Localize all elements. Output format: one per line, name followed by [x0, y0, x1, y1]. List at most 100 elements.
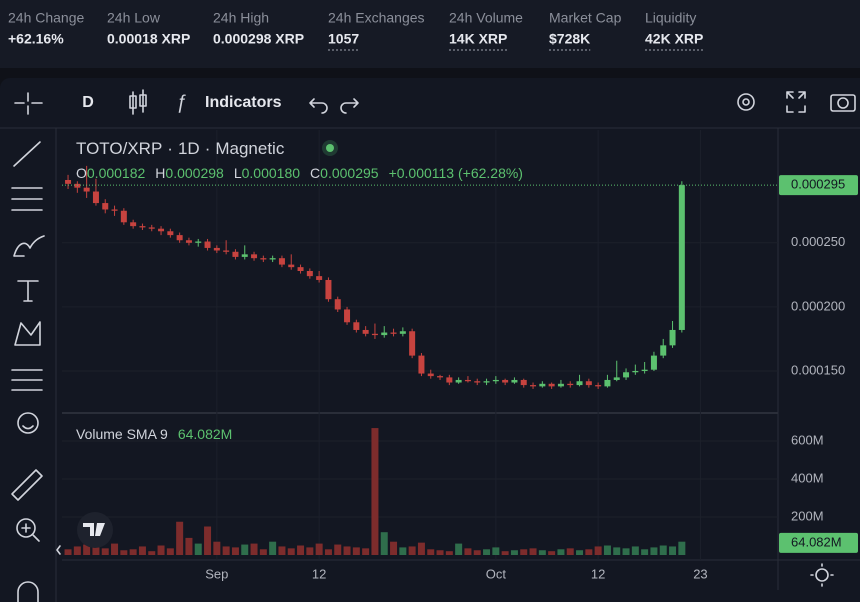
volume-bar — [566, 548, 574, 555]
y-tick-label: 0.000200 — [791, 298, 845, 313]
volume-bar — [334, 544, 342, 555]
volume-bar — [380, 532, 388, 555]
volume-legend-value: 64.082M — [178, 426, 232, 442]
forecast-tool[interactable] — [11, 369, 43, 391]
candle-body — [474, 381, 481, 383]
ohlc-key: C — [310, 165, 320, 181]
candle-body — [130, 222, 137, 227]
candle-type-button[interactable] — [129, 89, 147, 115]
magnet-tool[interactable] — [17, 581, 39, 602]
pattern-tool[interactable] — [14, 321, 41, 346]
stat-label: Market Cap — [549, 10, 622, 26]
volume-bar — [417, 542, 425, 555]
brush-tool[interactable] — [13, 235, 45, 257]
legend-separator: · — [167, 139, 173, 158]
trendline-tool[interactable] — [13, 141, 41, 167]
candle-body — [613, 377, 620, 380]
crosshair-tool[interactable] — [14, 92, 43, 115]
stat-value: 1057 — [328, 31, 359, 47]
volume-bar — [73, 546, 81, 555]
volume-bar — [92, 547, 100, 555]
undo-button[interactable] — [309, 98, 328, 114]
candle-body — [204, 241, 211, 248]
candle-body — [548, 383, 555, 387]
volume-bar — [166, 548, 174, 555]
stat-label: 24h High — [213, 10, 269, 26]
volume-bar — [399, 547, 407, 555]
axis-settings-button[interactable] — [815, 568, 829, 582]
volume-bar — [148, 551, 156, 555]
stat-value: $728K — [549, 31, 590, 47]
text-tool[interactable] — [17, 280, 39, 302]
ruler-tool[interactable] — [11, 469, 43, 501]
candle-body — [158, 228, 165, 232]
volume-bar — [445, 551, 453, 555]
candle-body — [65, 179, 72, 184]
candle-body — [120, 210, 127, 223]
candle-body — [492, 379, 499, 382]
x-tick-label: 12 — [591, 566, 605, 581]
candle-body — [660, 345, 667, 356]
interval-button[interactable]: D — [82, 94, 94, 111]
axis-settings-button[interactable] — [810, 563, 834, 587]
fullscreen-button[interactable] — [786, 91, 806, 113]
fib-tool[interactable] — [11, 187, 43, 211]
candle-body — [427, 373, 434, 377]
candle-body — [306, 271, 313, 277]
candle-body — [167, 231, 174, 236]
volume-bar — [408, 546, 416, 555]
candle-body — [251, 254, 258, 259]
volume-bar — [362, 548, 370, 555]
volume-badge-label: 64.082M — [791, 534, 842, 549]
volume-bar — [101, 548, 109, 555]
emoji-tool[interactable] — [17, 412, 39, 434]
candle-body — [74, 183, 81, 188]
y-tick-label: 0.000150 — [791, 362, 845, 377]
ohlc-value: 0.000182 — [87, 165, 146, 181]
volume-bar — [492, 547, 500, 555]
candle-body — [334, 299, 341, 310]
volume-bar — [557, 549, 565, 555]
candle-body — [232, 251, 239, 257]
volume-bar — [641, 549, 649, 555]
volume-bar — [315, 543, 323, 555]
candle-body — [260, 258, 267, 260]
volume-bar — [343, 546, 351, 555]
candle-body — [223, 250, 230, 252]
legend-interval: 1D — [178, 139, 200, 158]
candle-body — [399, 331, 406, 334]
candle-body — [325, 279, 332, 300]
tradingview-logo — [77, 512, 113, 548]
candle-body — [641, 369, 648, 371]
stat-value: +62.16% — [8, 31, 64, 47]
snapshot-button[interactable] — [830, 94, 856, 112]
collapse-button[interactable] — [56, 545, 61, 555]
stat-label: Liquidity — [645, 10, 696, 26]
volume-bar — [306, 547, 314, 555]
candle-body — [83, 187, 90, 192]
volume-bar — [371, 428, 379, 555]
x-tick-label: Oct — [486, 566, 507, 581]
ohlc-key: L — [234, 165, 242, 181]
candle-body — [511, 379, 518, 383]
redo-button[interactable] — [340, 98, 359, 114]
legend-source: Magnetic — [215, 139, 284, 158]
candle-body — [344, 309, 351, 323]
candle-body — [176, 235, 183, 241]
indicators-button[interactable]: Indicators — [205, 94, 282, 111]
volume-bar — [520, 549, 528, 555]
candle-body — [269, 258, 276, 260]
candle-body — [213, 247, 220, 251]
volume-bar — [138, 546, 146, 555]
zoom-tool[interactable] — [16, 518, 40, 542]
volume-bar — [287, 548, 295, 555]
stat-value: 14K XRP — [449, 31, 507, 47]
settings-button[interactable] — [737, 93, 755, 111]
volume-bar — [269, 541, 277, 555]
stat-label: 24h Volume — [449, 10, 523, 26]
stat-label: 24h Change — [8, 10, 85, 26]
volume-bar — [259, 549, 267, 555]
volume-bar — [585, 549, 593, 555]
stat-value: 0.00018 XRP — [107, 31, 190, 47]
